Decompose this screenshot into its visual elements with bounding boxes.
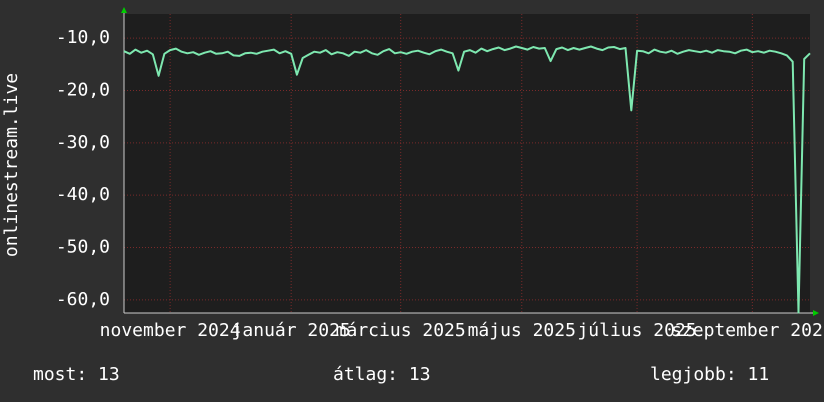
grid: [124, 14, 810, 313]
footer-text: legjobb: 11: [650, 364, 769, 385]
x-tick-label: szeptember 2025: [671, 320, 824, 341]
footer-text: átlag: 13: [333, 364, 431, 385]
x-tick-label: március 2025: [336, 320, 466, 341]
y-tick-label: -10,0: [56, 27, 110, 48]
x-tick-label: május 2025: [468, 320, 576, 341]
x-tick-label: július 2025: [577, 320, 696, 341]
y-tick-label: -50,0: [56, 237, 110, 258]
footer-text: most: 13: [33, 364, 120, 385]
plot-area: [124, 14, 810, 313]
y-tick-label: -60,0: [56, 289, 110, 310]
y-axis-label: onlinestream.live: [1, 73, 22, 257]
y-arrow: [121, 7, 127, 13]
data-line: [123, 45, 811, 314]
x-tick-label: január 2025: [232, 320, 351, 341]
y-tick-label: -30,0: [56, 132, 110, 153]
y-tick-label: -20,0: [56, 79, 110, 100]
x-tick-label: november 2024: [100, 320, 241, 341]
x-arrow: [813, 310, 819, 316]
y-tick-label: -40,0: [56, 184, 110, 205]
